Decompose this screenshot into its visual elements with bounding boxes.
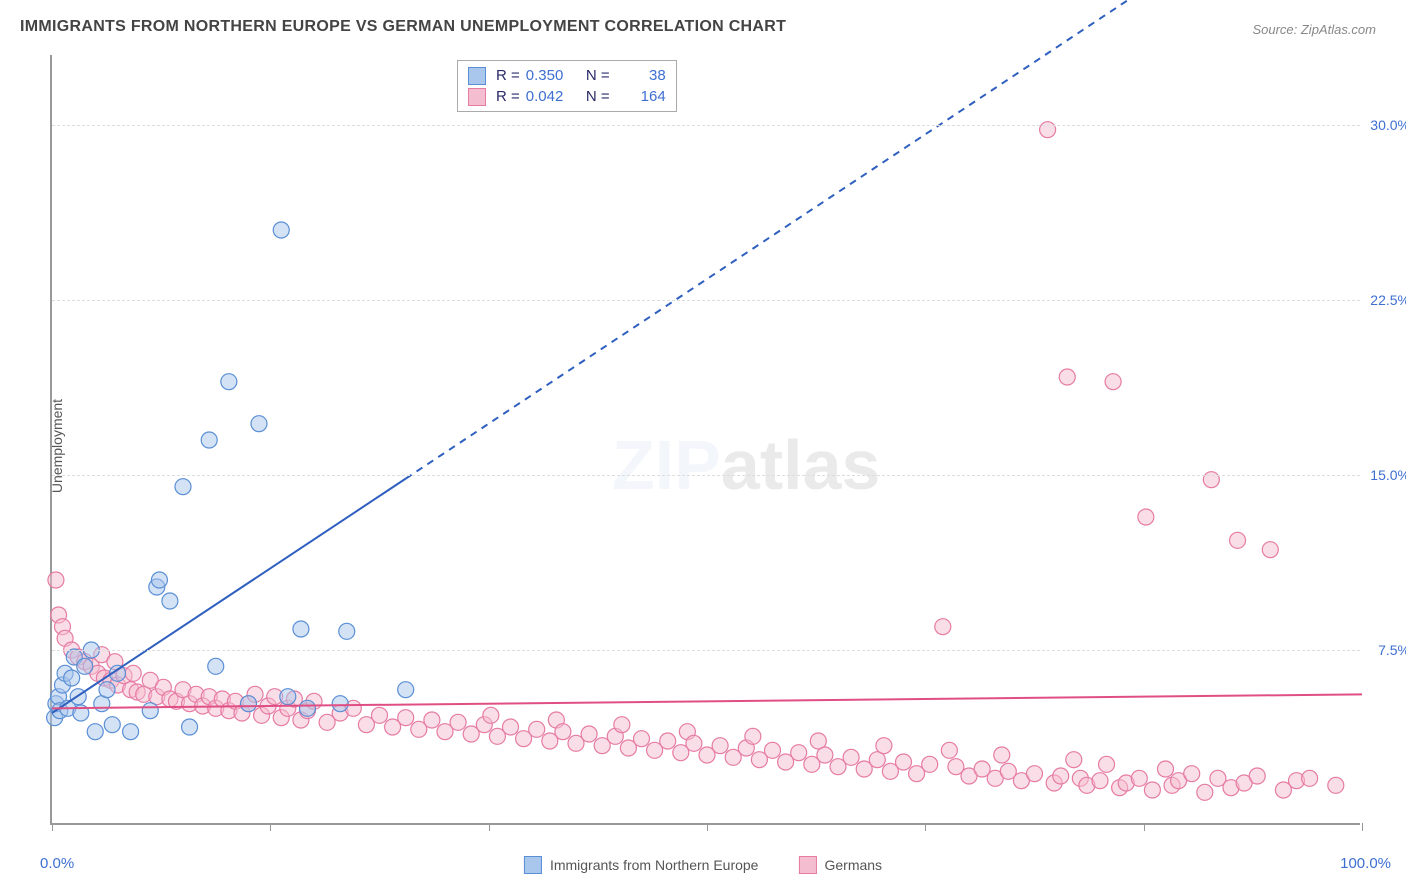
source-name: ZipAtlas.com <box>1301 22 1376 37</box>
legend-swatch-icon <box>798 856 816 874</box>
x-tick <box>707 823 708 831</box>
x-tick <box>925 823 926 831</box>
y-tick-label: 22.5% <box>1370 292 1406 308</box>
x-axis-min-label: 0.0% <box>40 855 74 872</box>
legend-label: Immigrants from Northern Europe <box>550 857 759 873</box>
legend: Immigrants from Northern Europe Germans <box>524 856 882 874</box>
gridline <box>52 300 1360 301</box>
legend-label: Germans <box>824 857 882 873</box>
x-axis-max-label: 100.0% <box>1340 855 1391 872</box>
source-attribution: Source: ZipAtlas.com <box>1252 22 1376 37</box>
source-prefix: Source: <box>1252 22 1300 37</box>
plot-area: R = 0.350 N = 38 R = 0.042 N = 164 ZIPat… <box>50 55 1360 825</box>
x-tick <box>1144 823 1145 831</box>
x-tick <box>52 823 53 831</box>
chart-title: IMMIGRANTS FROM NORTHERN EUROPE VS GERMA… <box>20 18 786 36</box>
gridline <box>52 650 1360 651</box>
legend-item: Immigrants from Northern Europe <box>524 856 759 874</box>
legend-swatch-icon <box>524 856 542 874</box>
y-tick-label: 15.0% <box>1370 467 1406 483</box>
y-tick-label: 30.0% <box>1370 117 1406 133</box>
x-tick <box>270 823 271 831</box>
gridline <box>52 125 1360 126</box>
y-tick-label: 7.5% <box>1378 642 1406 658</box>
legend-item: Germans <box>798 856 882 874</box>
scatter-chart <box>52 55 1360 823</box>
x-tick <box>1362 823 1363 831</box>
x-tick <box>489 823 490 831</box>
gridline <box>52 475 1360 476</box>
